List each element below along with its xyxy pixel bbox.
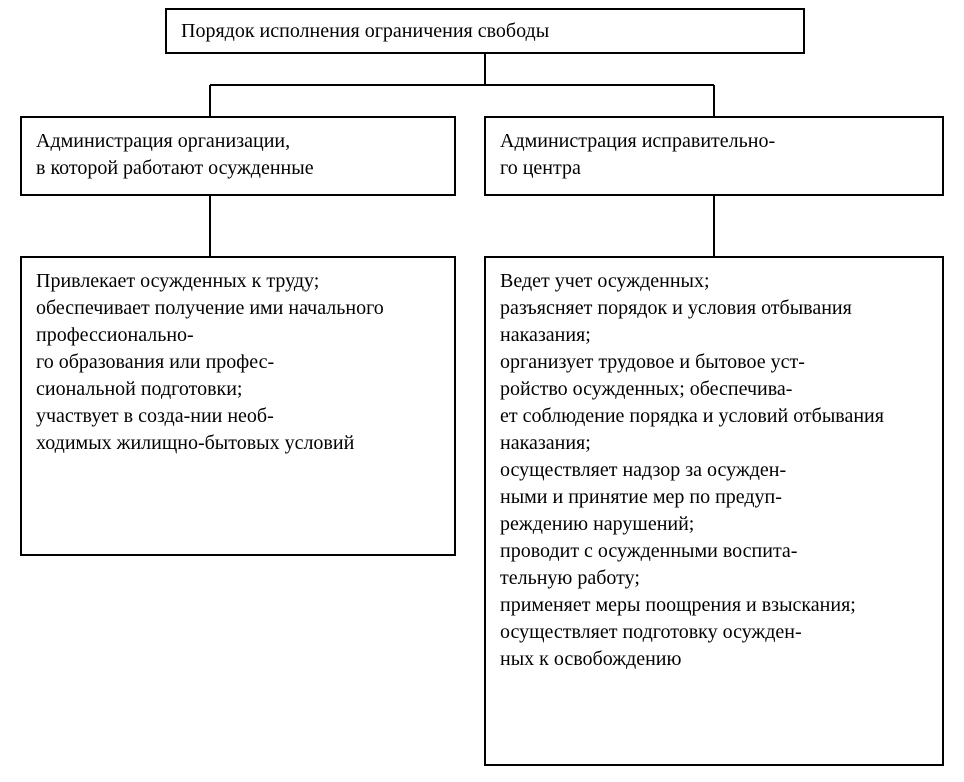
diagram-canvas: Порядок исполнения ограничения свободы А… [0, 0, 964, 782]
node-left-detail: Привлекает осужденных к труду; обеспечив… [20, 256, 456, 556]
node-right-detail: Ведет учет осужденных; разъясняет порядо… [484, 256, 944, 766]
node-root: Порядок исполнения ограничения свободы [165, 8, 805, 54]
node-right-admin: Администрация исправительно- го центра [484, 116, 944, 196]
node-left-admin: Администрация организации, в которой раб… [20, 116, 456, 196]
